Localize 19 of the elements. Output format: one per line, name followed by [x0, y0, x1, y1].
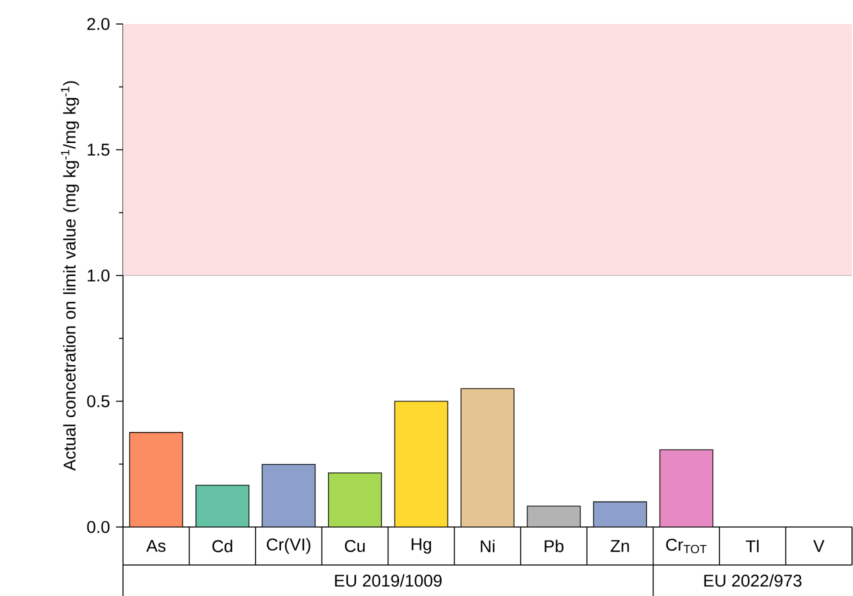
text: EU 2022/973 [704, 574, 802, 587]
x-tick-label: As [146, 540, 166, 552]
y-tick-label: 2.0 [87, 18, 110, 30]
y-axis-title: Actual concetration on limit value (mg kg$^{-1}$/mg kg$^{-1}$) [61, 81, 79, 471]
x-tick-label: Tl [746, 540, 759, 552]
x-tick-label: Cd [212, 540, 232, 552]
x-tick-label: Cr(VI) [266, 538, 310, 554]
y-tick-label: 1.0 [88, 269, 110, 282]
x-tick-label: Pb [544, 540, 564, 552]
x-tick-label: Hg [412, 538, 432, 554]
text: EU 2019/1009 [335, 574, 442, 587]
x-tick-label: Cr$_{TOT}$ [666, 538, 707, 554]
x-tick-label: Zn [610, 540, 629, 552]
x-tick-label: V [813, 540, 824, 552]
y-tick-label: 0.5 [87, 395, 110, 408]
x-tick-label: Cu [344, 540, 365, 552]
y-tick-label: 0.0 [87, 520, 110, 534]
y-tick-label: 1.5 [88, 144, 110, 156]
x-tick-label: Ni [480, 540, 494, 552]
